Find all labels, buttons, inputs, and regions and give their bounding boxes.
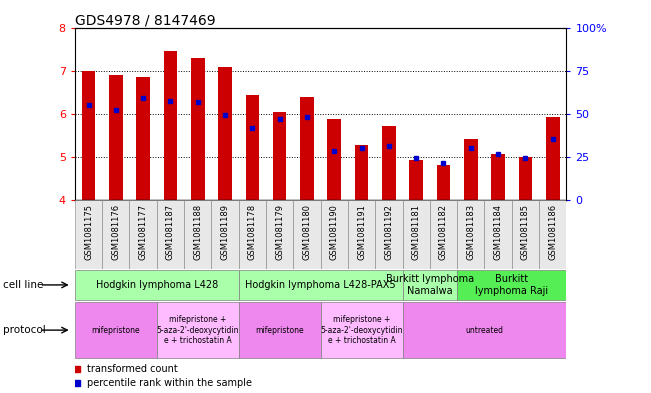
FancyBboxPatch shape — [239, 270, 402, 300]
Text: GSM1081176: GSM1081176 — [111, 204, 120, 260]
FancyBboxPatch shape — [457, 200, 484, 269]
Bar — [327, 119, 341, 200]
FancyBboxPatch shape — [457, 270, 566, 300]
Text: Burkitt lymphoma
Namalwa: Burkitt lymphoma Namalwa — [386, 274, 474, 296]
Text: Hodgkin lymphoma L428: Hodgkin lymphoma L428 — [96, 280, 218, 290]
Bar — [81, 71, 95, 200]
Bar — [519, 157, 533, 200]
Text: GSM1081188: GSM1081188 — [193, 204, 202, 260]
FancyBboxPatch shape — [184, 200, 212, 269]
FancyBboxPatch shape — [430, 200, 457, 269]
FancyBboxPatch shape — [239, 200, 266, 269]
Text: GSM1081190: GSM1081190 — [330, 204, 339, 260]
FancyBboxPatch shape — [375, 200, 402, 269]
FancyBboxPatch shape — [294, 200, 320, 269]
Text: GSM1081185: GSM1081185 — [521, 204, 530, 260]
FancyBboxPatch shape — [512, 200, 539, 269]
Text: GSM1081178: GSM1081178 — [248, 204, 257, 260]
FancyBboxPatch shape — [130, 200, 157, 269]
Text: mifepristone: mifepristone — [92, 326, 140, 334]
Text: mifepristone +
5-aza-2'-deoxycytidin
e + trichostatin A: mifepristone + 5-aza-2'-deoxycytidin e +… — [320, 315, 403, 345]
Bar — [464, 139, 478, 200]
Bar — [273, 112, 286, 200]
Bar — [109, 75, 122, 200]
Text: GSM1081186: GSM1081186 — [548, 204, 557, 260]
FancyBboxPatch shape — [157, 200, 184, 269]
Bar — [300, 97, 314, 200]
Text: GSM1081182: GSM1081182 — [439, 204, 448, 260]
Bar — [163, 51, 177, 200]
Text: transformed count: transformed count — [87, 364, 178, 374]
Text: GSM1081177: GSM1081177 — [139, 204, 148, 260]
Text: Hodgkin lymphoma L428-PAX5: Hodgkin lymphoma L428-PAX5 — [245, 280, 396, 290]
Text: GSM1081184: GSM1081184 — [493, 204, 503, 260]
FancyBboxPatch shape — [402, 270, 457, 300]
Text: mifepristone +
5-aza-2'-deoxycytidin
e + trichostatin A: mifepristone + 5-aza-2'-deoxycytidin e +… — [156, 315, 239, 345]
Text: GSM1081175: GSM1081175 — [84, 204, 93, 260]
Bar — [355, 145, 368, 200]
Text: percentile rank within the sample: percentile rank within the sample — [87, 378, 252, 388]
Text: GSM1081181: GSM1081181 — [411, 204, 421, 260]
Bar — [546, 117, 560, 200]
FancyBboxPatch shape — [75, 270, 239, 300]
Text: GSM1081191: GSM1081191 — [357, 204, 366, 260]
Text: GDS4978 / 8147469: GDS4978 / 8147469 — [75, 14, 215, 28]
FancyBboxPatch shape — [75, 302, 157, 358]
FancyBboxPatch shape — [320, 302, 402, 358]
FancyBboxPatch shape — [102, 200, 130, 269]
Text: GSM1081180: GSM1081180 — [303, 204, 311, 260]
FancyBboxPatch shape — [402, 302, 566, 358]
Bar — [136, 77, 150, 200]
FancyBboxPatch shape — [75, 200, 102, 269]
Bar — [191, 58, 204, 200]
Text: GSM1081187: GSM1081187 — [166, 204, 175, 260]
Bar — [409, 160, 423, 200]
FancyBboxPatch shape — [539, 200, 566, 269]
FancyBboxPatch shape — [402, 200, 430, 269]
Text: mifepristone: mifepristone — [255, 326, 304, 334]
Text: Burkitt
lymphoma Raji: Burkitt lymphoma Raji — [475, 274, 548, 296]
Text: protocol: protocol — [3, 325, 46, 335]
Text: GSM1081183: GSM1081183 — [466, 204, 475, 260]
FancyBboxPatch shape — [484, 200, 512, 269]
FancyBboxPatch shape — [320, 200, 348, 269]
Text: untreated: untreated — [465, 326, 503, 334]
Bar — [437, 165, 450, 200]
Text: GSM1081189: GSM1081189 — [221, 204, 230, 260]
FancyBboxPatch shape — [157, 302, 239, 358]
Bar — [218, 67, 232, 200]
FancyBboxPatch shape — [348, 200, 375, 269]
FancyBboxPatch shape — [239, 302, 320, 358]
FancyBboxPatch shape — [212, 200, 239, 269]
Text: GSM1081179: GSM1081179 — [275, 204, 284, 260]
Bar — [492, 154, 505, 200]
FancyBboxPatch shape — [266, 200, 294, 269]
Bar — [245, 94, 259, 200]
Text: GSM1081192: GSM1081192 — [384, 204, 393, 260]
Bar — [382, 126, 396, 200]
Text: cell line: cell line — [3, 280, 44, 290]
